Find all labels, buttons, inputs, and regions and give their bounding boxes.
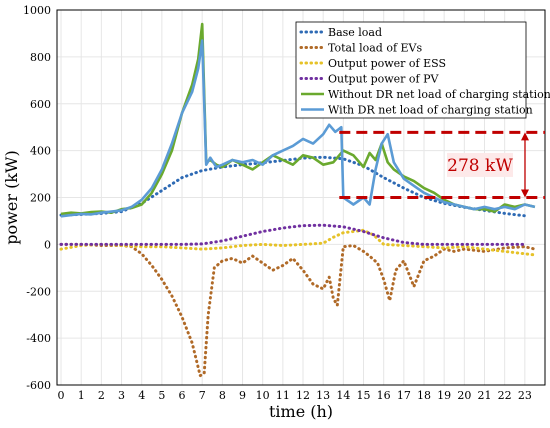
y-tick-label: -200: [26, 285, 51, 298]
x-tick-label: 16: [377, 389, 391, 402]
x-tick-label: 7: [199, 389, 206, 402]
y-axis-label: power (kW): [2, 150, 21, 244]
y-tick-label: 1000: [23, 4, 51, 17]
y-tick-label: 600: [30, 98, 51, 111]
y-tick-label: 400: [30, 145, 51, 158]
annotation-label-background: [447, 152, 513, 177]
annotation-label: 278 kW: [447, 156, 513, 176]
legend-label: Output power of PV: [328, 73, 440, 86]
series-line-total-load-of-evs: [59, 242, 537, 378]
x-tick-label: 19: [437, 389, 451, 402]
legend-label: With DR net load of charging station: [328, 104, 533, 117]
series-line-output-power-of-ess: [59, 228, 537, 257]
x-tick-label: 3: [118, 389, 125, 402]
series-line-without-dr-net-load-of-charging-station: [60, 22, 536, 216]
y-tick-label: 200: [30, 192, 51, 205]
series-line-with-dr-net-load-of-charging-station: [60, 39, 536, 218]
legend-label: Output power of ESS: [328, 57, 446, 70]
x-tick-label: 14: [336, 389, 350, 402]
x-tick-label: 11: [276, 389, 290, 402]
legend-box: [295, 21, 527, 119]
legend-label: Total load of EVs: [328, 42, 422, 55]
x-tick-label: 13: [316, 389, 330, 402]
x-tick-label: 5: [158, 389, 165, 402]
legend-label: Without DR net load of charging station: [328, 88, 550, 101]
x-tick-label: 21: [478, 389, 492, 402]
y-tick-label: -600: [26, 379, 51, 392]
series-layer: [59, 22, 537, 378]
series-line-output-power-of-pv: [59, 223, 527, 246]
legend: Base load Total load of EVs Output power o…: [295, 21, 550, 119]
x-tick-label: 22: [498, 389, 512, 402]
x-tick-label: 6: [179, 389, 186, 402]
y-ticks: -600 -400 -200 0 200 400 600 800 1000: [23, 4, 51, 392]
x-ticks: 0 1 2 3 4 5 6 7 8 9 10 11 12 13 14 15 16 17 18 19 20 21 22 23: [58, 389, 532, 402]
x-tick-label: 8: [219, 389, 226, 402]
x-tick-label: 23: [518, 389, 532, 402]
x-tick-label: 4: [138, 389, 145, 402]
y-tick-label: -400: [26, 332, 51, 345]
x-tick-label: 1: [78, 389, 85, 402]
x-axis-label: time (h): [269, 402, 333, 421]
x-tick-label: 9: [239, 389, 246, 402]
annotation-arrow-head-down: [521, 189, 529, 198]
x-tick-label: 12: [296, 389, 310, 402]
y-tick-label: 800: [30, 51, 51, 64]
y-tick-label: 0: [44, 238, 51, 251]
legend-label: Base load: [328, 26, 382, 39]
x-tick-label: 15: [357, 389, 371, 402]
annotation-arrow-head-up: [521, 132, 529, 141]
x-tick-label: 18: [417, 389, 431, 402]
x-tick-label: 17: [397, 389, 411, 402]
dr-reduction-annotation: 278 kW: [339, 130, 545, 199]
x-tick-label: 20: [457, 389, 471, 402]
x-tick-label: 0: [58, 389, 65, 402]
x-tick-label: 10: [256, 389, 270, 402]
x-tick-label: 2: [98, 389, 105, 402]
